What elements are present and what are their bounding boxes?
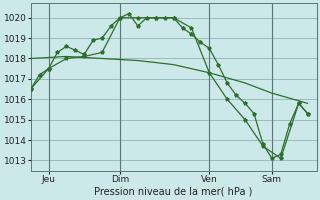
X-axis label: Pression niveau de la mer( hPa ): Pression niveau de la mer( hPa ) <box>94 187 253 197</box>
